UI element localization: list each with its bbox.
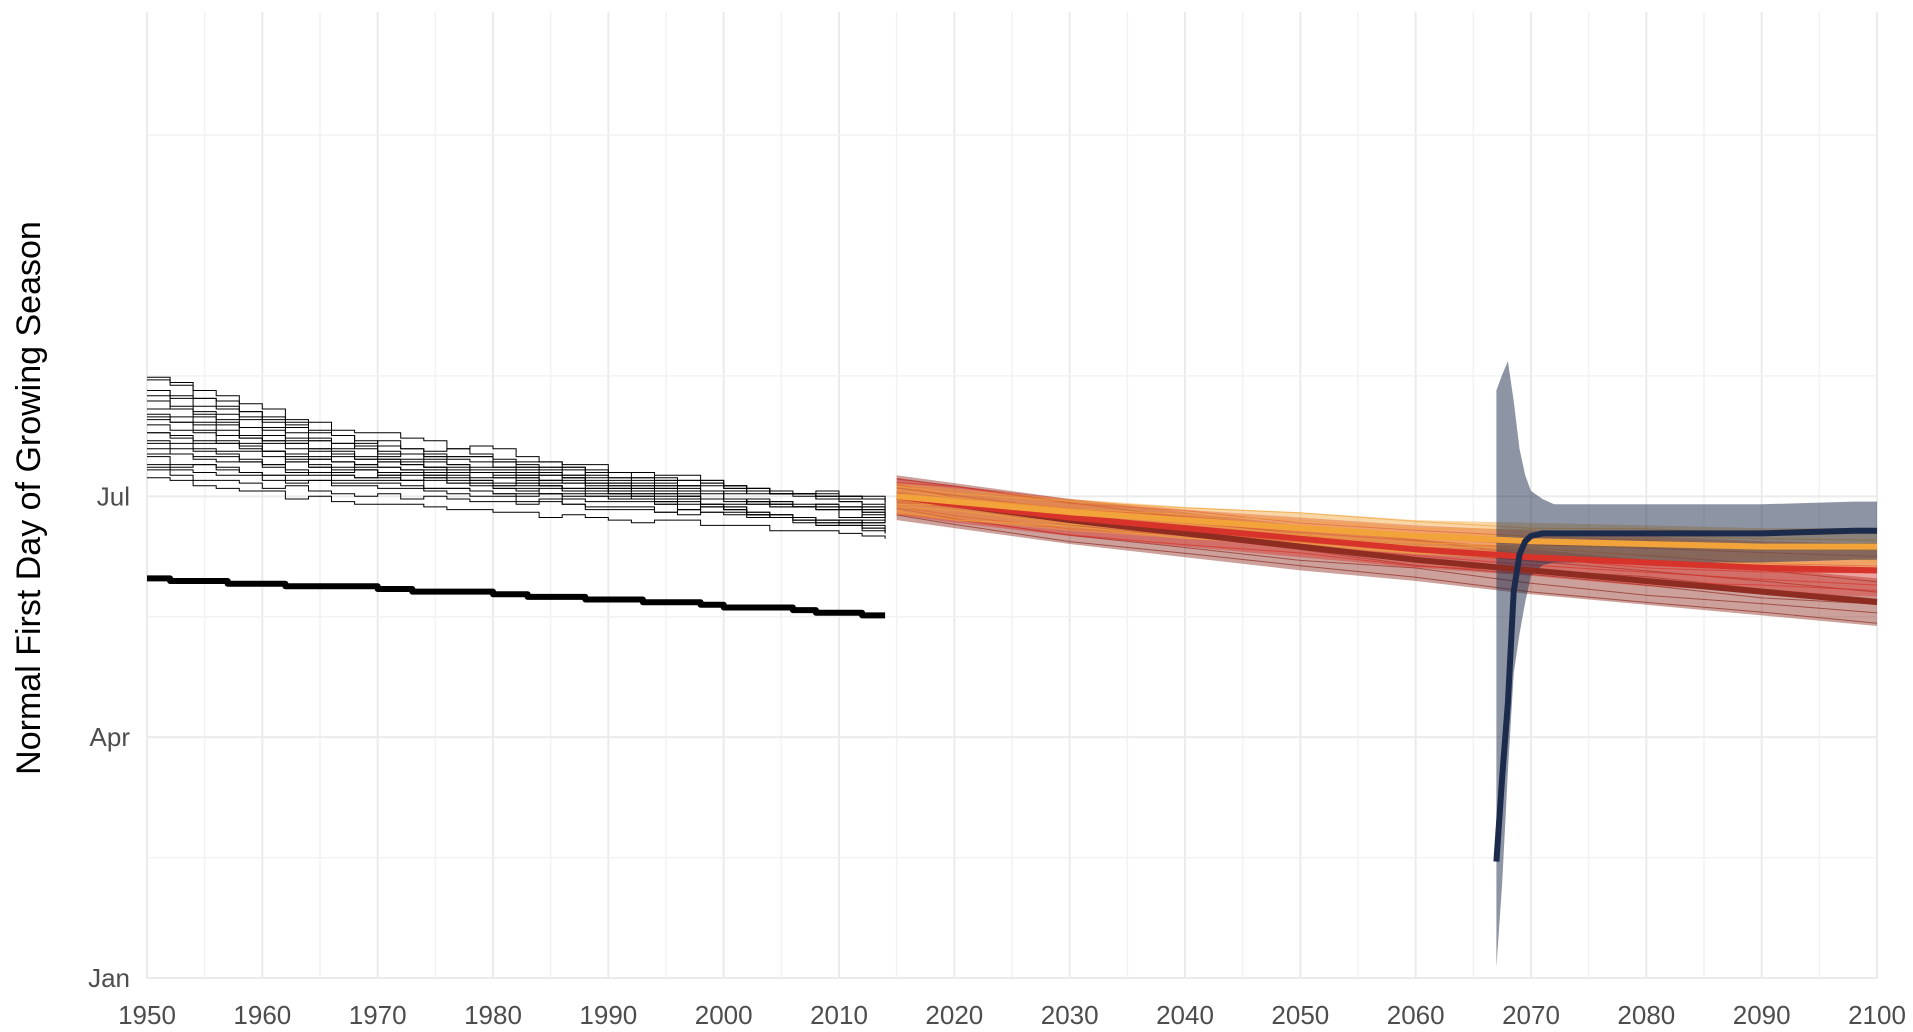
projection-mean-line bbox=[896, 493, 1877, 550]
y-tick-label: Jan bbox=[88, 963, 130, 993]
x-tick-label: 2020 bbox=[925, 1000, 983, 1030]
projection-bands bbox=[896, 361, 1878, 968]
x-tick-label: 2050 bbox=[1271, 1000, 1329, 1030]
historical-ensemble-line bbox=[147, 408, 886, 507]
x-tick-label: 2080 bbox=[1617, 1000, 1675, 1030]
x-tick-label: 2040 bbox=[1156, 1000, 1214, 1030]
historical-ensemble-line bbox=[147, 390, 886, 505]
x-tick-label: 1960 bbox=[233, 1000, 291, 1030]
historical-observed-line bbox=[147, 575, 886, 619]
projection-ensemble-line bbox=[896, 514, 1878, 624]
historical-ensemble-line bbox=[147, 376, 886, 510]
y-axis-ticks: Jan Apr Jul bbox=[88, 481, 130, 993]
historical-layer bbox=[147, 376, 886, 619]
x-tick-label: 2070 bbox=[1502, 1000, 1560, 1030]
projection-mean-line bbox=[1493, 527, 1877, 862]
x-axis-ticks: 1950 1960 1970 1980 1990 2000 2010 2020 2030 2040… bbox=[118, 1000, 1906, 1030]
x-tick-label: 2000 bbox=[695, 1000, 753, 1030]
x-tick-label: 2030 bbox=[1041, 1000, 1099, 1030]
projection-band bbox=[1496, 361, 1877, 968]
historical-ensemble-line bbox=[147, 379, 886, 518]
projection-ensemble-line bbox=[896, 502, 1878, 605]
x-tick-label: 1990 bbox=[579, 1000, 637, 1030]
x-tick-label: 1970 bbox=[349, 1000, 407, 1030]
projection-mean-line bbox=[896, 493, 1878, 574]
y-tick-label: Apr bbox=[90, 722, 131, 752]
x-tick-label: 2090 bbox=[1733, 1000, 1791, 1030]
y-tick-label: Jul bbox=[97, 481, 130, 511]
x-tick-label: 2100 bbox=[1848, 1000, 1906, 1030]
projection-lines bbox=[896, 493, 1878, 862]
x-tick-label: 1950 bbox=[118, 1000, 176, 1030]
y-axis-title: Normal First Day of Growing Season bbox=[10, 221, 48, 775]
x-tick-label: 2010 bbox=[810, 1000, 868, 1030]
x-tick-label: 1980 bbox=[464, 1000, 522, 1030]
historical-ensemble-line bbox=[147, 477, 886, 539]
x-tick-label: 2060 bbox=[1387, 1000, 1445, 1030]
historical-ensemble-line bbox=[147, 390, 886, 532]
